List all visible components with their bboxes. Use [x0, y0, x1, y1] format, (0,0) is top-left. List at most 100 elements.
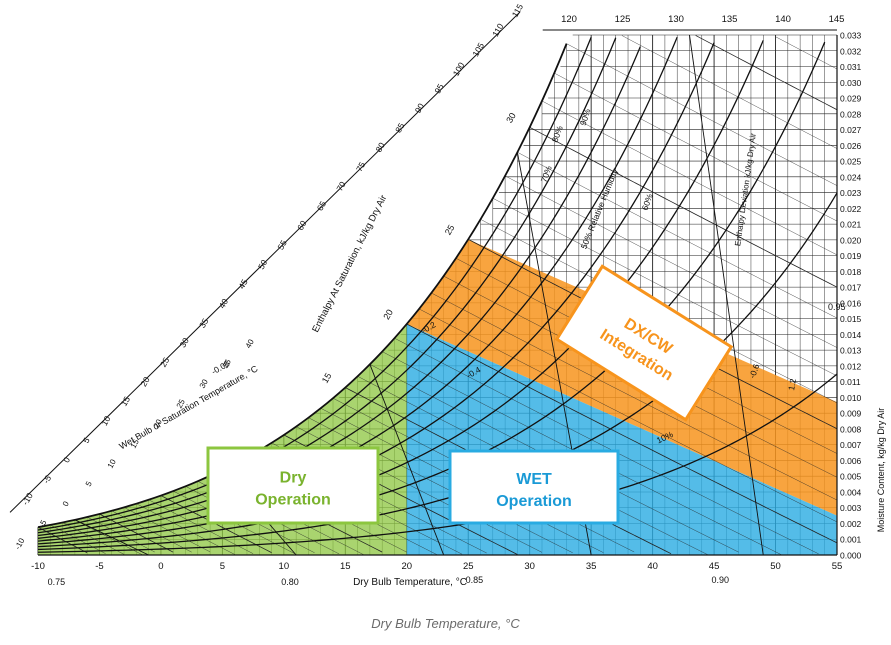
- enthalpy-axis-title: Enthalpy At Saturation, kJ/kg Dry Air: [310, 193, 389, 334]
- y-tick-label: 0.015: [840, 314, 862, 324]
- wet-bulb-line: [554, 72, 838, 222]
- x-tick-label: -5: [95, 561, 103, 572]
- y-tick-label: 0.022: [840, 204, 862, 214]
- enthalpy-tick-label: 45: [236, 277, 250, 290]
- x-tick-label: 30: [524, 561, 535, 572]
- y-tick-label: 0.012: [840, 361, 862, 371]
- wet-bulb-tick-label: -10: [13, 536, 27, 551]
- enthalpy-tick-label: 30: [178, 336, 192, 349]
- x-tick-label: -10: [31, 561, 45, 572]
- wet-operation: WET Operation: [448, 449, 620, 525]
- saturation-temp-label: 20: [381, 308, 395, 322]
- y-tick-label: 0.013: [840, 346, 862, 356]
- enthalpy-tick-label: -5: [41, 473, 54, 485]
- wet-bulb-tick-label: 5: [84, 479, 94, 488]
- dry-operation-box: [206, 446, 380, 525]
- wet-operation-label: WET: [516, 471, 552, 488]
- enthalpy-tick-label: 65: [315, 199, 329, 212]
- y-tick-label: 0.028: [840, 109, 862, 119]
- enthalpy-tick-label: 115: [510, 2, 526, 19]
- enthalpy-tick-label: 80: [374, 140, 388, 153]
- dry-operation-label: Operation: [255, 492, 331, 509]
- y-tick-label: 0.023: [840, 188, 862, 198]
- enthalpy-tick-label: 105: [470, 41, 486, 59]
- saturation-temp-label: 25: [443, 223, 457, 237]
- x-tick-label: 0: [158, 561, 163, 572]
- dx-cw-integration-box: [554, 264, 734, 422]
- saturation-temp-label: 30: [504, 111, 518, 125]
- saturation-temp-label: 15: [320, 371, 334, 385]
- y-tick-label: 0.005: [840, 472, 862, 482]
- wet-bulb-line: [529, 126, 838, 288]
- x-tick-label: 45: [709, 561, 720, 572]
- enthalpy-tick-label: 10: [99, 414, 113, 427]
- x-tick-label: 15: [340, 561, 351, 572]
- enthalpy-tick-label: 20: [138, 375, 152, 388]
- y-tick-label: 0.001: [840, 535, 862, 545]
- wet-bulb-line: [431, 292, 838, 501]
- dry-operation-label: Dry: [280, 470, 307, 487]
- top-enthalpy-tick-label: 140: [775, 14, 791, 25]
- rh-curve: [37, 43, 568, 529]
- y-tick-label: 0.031: [840, 62, 862, 72]
- volume-line: [689, 34, 764, 556]
- volume-tick-label: 0.75: [48, 577, 66, 587]
- enthalpy-tick-label: 85: [393, 121, 407, 134]
- rh-curve: [37, 46, 641, 537]
- dry-operation: Dry Operation: [206, 446, 380, 525]
- wet-bulb-axis-title: Wet Bulb or Saturation Temperature, °C: [117, 363, 260, 451]
- y-tick-label: 0.004: [840, 487, 862, 497]
- wet-bulb-line: [111, 510, 192, 553]
- enthalpy-tick-label: 0: [61, 455, 72, 464]
- enthalpy-tick-label: -10: [20, 491, 35, 507]
- enthalpy-tick-label: 100: [451, 60, 467, 78]
- x-tick-label: 35: [586, 561, 597, 572]
- rh-curve: [37, 373, 838, 553]
- y-tick-label: 0.002: [840, 519, 862, 529]
- wet-bulb-line: [406, 323, 838, 544]
- y-tick-label: 0.009: [840, 409, 862, 419]
- wet-bulb-line: [123, 507, 211, 553]
- volume-tick-label: 0.90: [711, 575, 729, 585]
- y-tick-label: 0.033: [840, 31, 862, 41]
- y-tick-label: 0.029: [840, 94, 862, 104]
- y-tick-label: 0.016: [840, 298, 862, 308]
- wet-bulb-line: [566, 43, 838, 186]
- y-tick-label: 0.011: [840, 377, 861, 387]
- y-tick-label: 0.010: [840, 393, 862, 403]
- enthalpy-tick-label: 95: [432, 82, 446, 95]
- enthalpy-tick-label: 70: [334, 179, 348, 192]
- volume-tick-label: 0.85: [466, 575, 484, 585]
- rh-curve: [37, 40, 764, 545]
- y-tick-label: 0.008: [840, 424, 862, 434]
- y-tick-label: 0.014: [840, 330, 862, 340]
- y-axis-title: Moisture Content, kg/kg Dry Air: [876, 408, 886, 533]
- x-tick-label: 25: [463, 561, 474, 572]
- enthalpy-tick-label: 60: [295, 219, 309, 232]
- enthalpy-tick-label: 40: [217, 297, 231, 310]
- x-tick-label: 5: [220, 561, 225, 572]
- enthalpy-tick-label: 75: [354, 160, 368, 173]
- top-enthalpy-tick-label: 130: [668, 14, 684, 25]
- wet-bulb-line: [136, 503, 235, 555]
- y-tick-label: 0.007: [840, 440, 862, 450]
- top-enthalpy-tick-label: 125: [615, 14, 631, 25]
- y-tick-label: 0.025: [840, 157, 862, 167]
- rh-curve-label: 90%: [578, 107, 593, 127]
- enthalpy-deviation-mark: 1.2: [786, 378, 798, 392]
- y-tick-label: 0.018: [840, 267, 862, 277]
- wet-bulb-line: [308, 417, 573, 553]
- enthalpy-deviation-mark: -0.6: [747, 362, 761, 379]
- enthalpy-scale-line: [9, 11, 521, 513]
- volume-line: [369, 364, 445, 556]
- volume-tick-label: 0.95: [828, 302, 846, 312]
- wet-bulb-tick-label: 10: [106, 457, 118, 470]
- x-tick-label: 40: [647, 561, 658, 572]
- rh-curve: [37, 36, 592, 531]
- y-tick-label: 0.003: [840, 503, 862, 513]
- wet-bulb-line: [148, 499, 254, 554]
- enthalpy-tick-label: 5: [81, 436, 92, 445]
- wet-bulb-line: [505, 175, 838, 348]
